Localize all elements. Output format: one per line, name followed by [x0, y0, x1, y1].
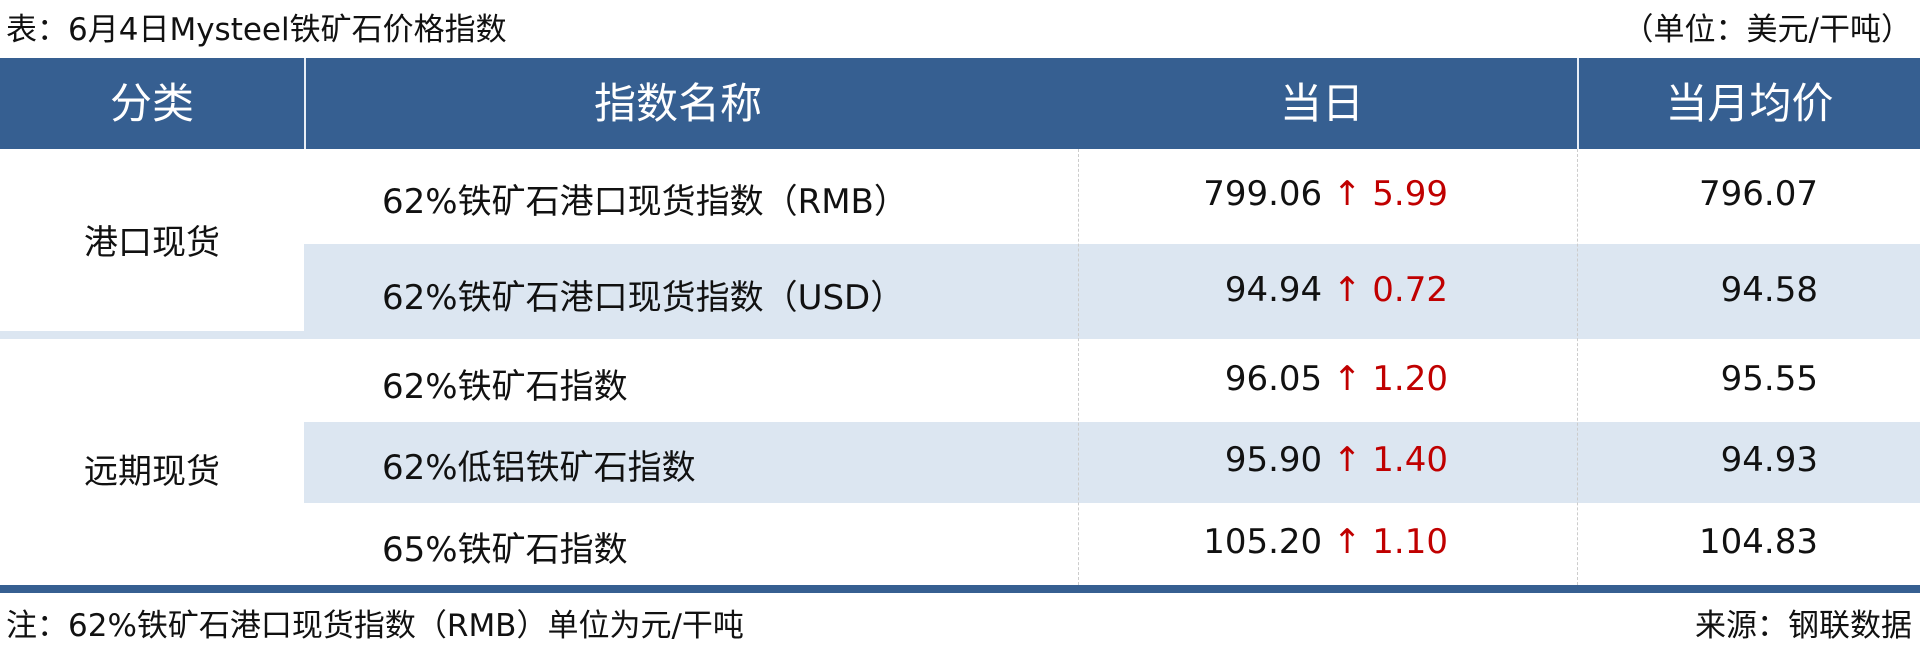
table-title: 表：6月4日Mysteel铁矿石价格指数: [6, 12, 507, 48]
group-separator: [0, 331, 304, 339]
index-name: 62%铁矿石指数: [382, 367, 628, 407]
today-value-cell: 799.06 ↑ 5.99: [1203, 174, 1448, 214]
unit-label: （单位：美元/干吨）: [1622, 12, 1912, 48]
today-value-cell: 96.05 ↑ 1.20: [1225, 359, 1448, 399]
header-month-avg: 当月均价: [1665, 79, 1834, 128]
month-avg-value: 95.55: [1720, 359, 1818, 399]
month-avg-value: 104.83: [1699, 522, 1818, 562]
today-value-cell: 105.20 ↑ 1.10: [1203, 522, 1448, 562]
index-name: 62%铁矿石港口现货指数（USD）: [382, 278, 905, 318]
row-background: [304, 244, 1920, 339]
header-today: 当日: [1280, 79, 1365, 128]
up-arrow-icon: ↑: [1332, 270, 1362, 310]
change-value: 5.99: [1372, 174, 1448, 214]
today-value: 105.20: [1203, 522, 1323, 562]
today-value: 799.06: [1203, 174, 1323, 214]
up-arrow-icon: ↑: [1332, 522, 1362, 562]
today-value: 96.05: [1224, 359, 1323, 399]
row-background: [304, 422, 1920, 503]
group-label: 港口现货: [84, 223, 220, 263]
change-value: 0.72: [1372, 270, 1448, 310]
bottom-rule: [0, 585, 1920, 593]
change-value: 1.20: [1372, 359, 1448, 399]
index-name: 62%低铝铁矿石指数: [382, 448, 696, 488]
today-value-cell: 95.90 ↑ 1.40: [1225, 440, 1448, 480]
column-divider: [1577, 149, 1578, 585]
header-divider: [1577, 58, 1579, 149]
up-arrow-icon: ↑: [1332, 359, 1362, 399]
index-name: 62%铁矿石港口现货指数（RMB）: [382, 182, 908, 222]
index-name: 65%铁矿石指数: [382, 530, 628, 570]
today-value-cell: 94.94 ↑ 0.72: [1225, 270, 1448, 310]
header-divider: [304, 58, 306, 149]
column-divider: [1078, 149, 1079, 585]
change-value: 1.10: [1372, 522, 1448, 562]
up-arrow-icon: ↑: [1332, 174, 1362, 214]
table-header: 分类 指数名称 当日 当月均价: [0, 58, 1920, 149]
change-value: 1.40: [1372, 440, 1448, 480]
header-category: 分类: [109, 79, 194, 128]
header-name: 指数名称: [594, 79, 763, 128]
month-avg-value: 94.93: [1720, 440, 1818, 480]
source-label: 来源：钢联数据: [1695, 608, 1912, 644]
footnote: 注：62%铁矿石港口现货指数（RMB）单位为元/干吨: [6, 608, 744, 644]
today-value: 94.94: [1224, 270, 1323, 310]
group-label: 远期现货: [84, 452, 220, 492]
today-value: 95.90: [1224, 440, 1323, 480]
up-arrow-icon: ↑: [1332, 440, 1362, 480]
month-avg-value: 796.07: [1699, 174, 1818, 214]
month-avg-value: 94.58: [1720, 270, 1818, 310]
